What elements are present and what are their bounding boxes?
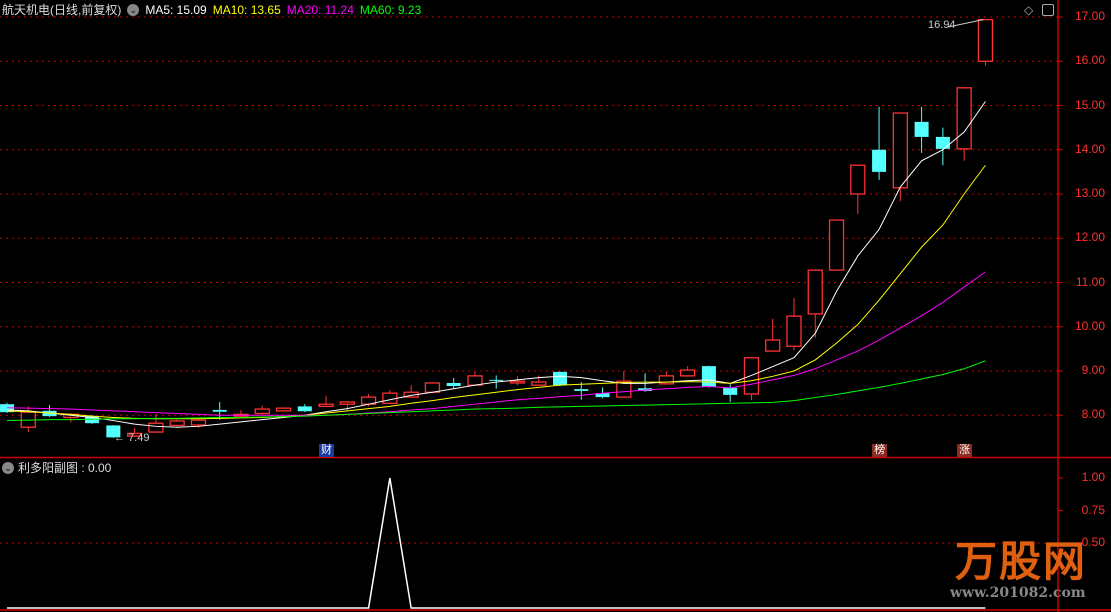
candle-up — [679, 369, 696, 377]
candle-up — [616, 380, 632, 398]
sub-indicator-header: ⌄ 利多阳副图 : 0.00 — [2, 459, 111, 476]
ma-line-ma20 — [6, 271, 986, 416]
price-axis-label: 11.00 — [1075, 274, 1105, 289]
candle-up — [424, 382, 441, 393]
sub-axis-label: 1.00 — [1081, 470, 1105, 484]
candle-up — [977, 19, 994, 62]
high-price-label: 16.94 — [928, 19, 956, 31]
candle-up — [318, 403, 334, 408]
candle-down — [935, 136, 950, 149]
event-tag[interactable]: 涨 — [957, 444, 973, 457]
candle-down — [723, 387, 738, 395]
candle-up — [148, 422, 164, 433]
sub-axis-label: 0.75 — [1081, 502, 1105, 517]
ma60-value: MA60: 9.23 — [359, 2, 422, 17]
diamond-icon[interactable]: ◇ — [1024, 3, 1034, 17]
sub-axis-label: 0.50 — [1081, 535, 1105, 549]
candle-up — [531, 381, 547, 386]
ma5-value: MA5: 15.09 — [145, 2, 207, 17]
candle-up — [254, 408, 270, 415]
price-axis-label: 9.00 — [1081, 363, 1105, 377]
high-price-leader — [947, 19, 984, 28]
candle-down — [574, 389, 589, 391]
price-axis-label: 14.00 — [1074, 141, 1105, 156]
event-tag[interactable]: 财 — [319, 444, 335, 457]
candle-up — [850, 164, 866, 195]
price-axis-label: 10.00 — [1074, 318, 1105, 333]
chart-header: 航天机电(日线,前复权) ⌄ MA5: 15.09 MA10: 13.65 MA… — [2, 1, 421, 18]
candle-down — [212, 409, 227, 412]
candle-up — [765, 339, 781, 352]
candle-down — [914, 121, 929, 137]
chevron-down-icon[interactable]: ⌄ — [127, 3, 140, 16]
ma-line-ma5 — [6, 101, 986, 428]
candle-up — [658, 375, 675, 385]
candle-down — [297, 406, 312, 412]
candle-down — [446, 382, 461, 387]
candle-down — [553, 371, 568, 386]
sub-indicator-label[interactable]: 利多阳副图 : 0.00 — [18, 461, 112, 475]
candle-down — [872, 149, 887, 172]
candle-up — [956, 87, 972, 150]
price-axis-label: 16.00 — [1074, 53, 1105, 68]
stock-title[interactable]: 航天机电(日线,前复权) — [2, 3, 122, 17]
panel-toggle-icon[interactable] — [1042, 4, 1054, 16]
candle-up — [339, 401, 355, 405]
candle-up — [169, 420, 185, 427]
event-tag[interactable]: 榜 — [872, 444, 888, 457]
low-price-annotation: ← 7.49 — [114, 432, 150, 444]
price-axis-label: 8.00 — [1081, 407, 1105, 422]
candle-up — [275, 407, 292, 412]
candle-down — [489, 379, 504, 381]
ma10-value: MA10: 13.65 — [212, 2, 281, 17]
candle-up — [786, 315, 802, 347]
sub-indicator-line — [7, 477, 986, 609]
logo-url: www.201082.com — [950, 585, 1086, 601]
candle-up — [382, 392, 398, 404]
candle-up — [467, 375, 483, 386]
candle-up — [509, 380, 526, 384]
candle-up — [126, 432, 143, 437]
price-axis-label: 13.00 — [1074, 186, 1105, 200]
ma20-value: MA20: 11.24 — [286, 2, 354, 17]
price-axis-label: 12.00 — [1074, 230, 1105, 245]
candle-down — [595, 393, 610, 398]
candle-down — [106, 425, 121, 438]
candle-up — [807, 269, 823, 315]
low-price-label: 7.49 — [128, 432, 150, 444]
logo: 万股网 — [955, 540, 1087, 584]
ma-line-ma60 — [6, 360, 986, 422]
candle-up — [892, 112, 908, 189]
chevron-down-icon[interactable]: ⌄ — [2, 461, 14, 474]
candle-up — [828, 219, 845, 271]
candle-up — [190, 419, 207, 426]
candle-down — [701, 366, 716, 387]
logo-text: 万股网 — [955, 538, 1088, 585]
price-axis-label: 15.00 — [1074, 97, 1105, 112]
price-axis-label: 17.00 — [1074, 9, 1105, 23]
